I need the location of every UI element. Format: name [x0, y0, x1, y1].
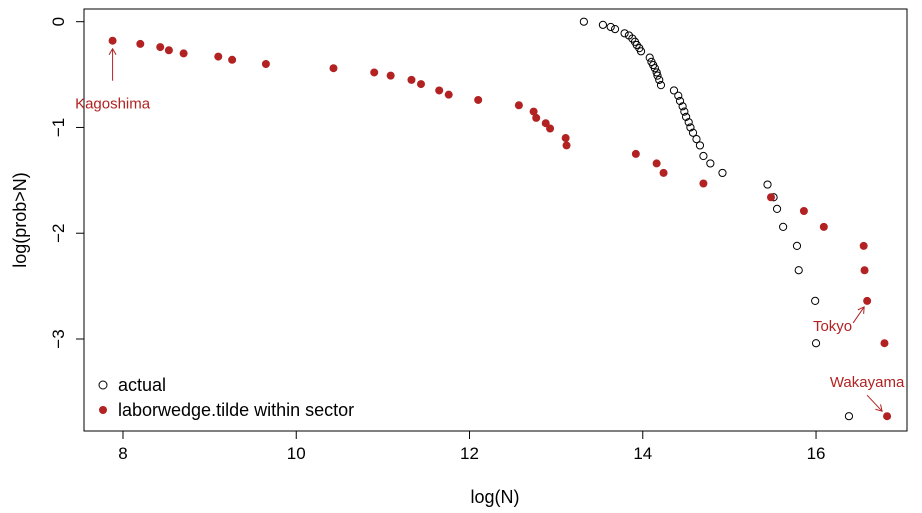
actual-point — [681, 112, 691, 121]
annotations: Kagoshima Tokyo Wakayama — [75, 47, 905, 412]
y-tick-label: −2 — [49, 224, 68, 243]
x-tick-label: 16 — [807, 444, 826, 463]
actual-point — [763, 180, 772, 189]
laborwedge-point — [652, 159, 661, 168]
laborwedge-point — [136, 39, 145, 48]
laborwedge-point — [529, 107, 538, 116]
laborwedge-point — [883, 412, 892, 421]
actual-point — [706, 159, 715, 168]
actual-point — [655, 75, 664, 84]
actual-point — [779, 222, 788, 231]
laborwedge-point — [416, 80, 425, 89]
actual-point — [686, 123, 695, 132]
legend: actual laborwedge.tilde within sector — [98, 375, 354, 420]
laborwedge-point — [799, 207, 808, 216]
actual-point — [718, 168, 727, 178]
x-tick-label: 8 — [118, 444, 127, 463]
y-tick-label: −1 — [49, 118, 68, 137]
y-axis-label: log(prob>N) — [10, 172, 30, 268]
actual-point — [579, 17, 588, 26]
laborwedge-point — [860, 266, 869, 275]
legend-marker-laborwedge — [99, 406, 107, 414]
actual-point — [844, 412, 854, 421]
actual-point — [653, 71, 662, 80]
x-tick-label: 12 — [460, 444, 479, 463]
laborwedge-point — [880, 339, 889, 348]
legend-label-laborwedge: laborwedge.tilde within sector — [118, 400, 354, 420]
x-tick-label: 10 — [287, 444, 306, 463]
laborwedge-point — [156, 43, 165, 52]
laborwedge-point — [370, 68, 379, 77]
actual-point — [674, 91, 683, 100]
laborwedge-point — [329, 64, 338, 73]
x-axis-label: log(N) — [470, 487, 519, 507]
actual-point — [794, 266, 803, 275]
actual-point — [684, 118, 693, 127]
laborwedge-point — [863, 296, 872, 305]
actual-point — [811, 339, 821, 348]
laborwedge-point — [532, 113, 541, 122]
actual-point — [610, 24, 620, 34]
actual-point — [636, 47, 646, 56]
x-axis: 8 10 12 14 16 — [118, 430, 826, 463]
laborwedge-point — [541, 119, 550, 128]
laborwedge-point — [631, 149, 640, 158]
laborwedge-point — [435, 86, 444, 95]
actual-point — [652, 68, 661, 77]
laborwedge-point — [659, 168, 668, 177]
legend-label-actual: actual — [118, 375, 166, 395]
annotation-tokyo-label: Tokyo — [813, 318, 852, 335]
laborwedge-point — [108, 36, 117, 45]
actual-point — [811, 296, 820, 306]
actual-point — [620, 29, 629, 38]
laborwedge-point — [699, 179, 708, 188]
actual-point — [678, 102, 687, 111]
x-tick-label: 14 — [633, 444, 652, 463]
annotation-wakayama-label: Wakayama — [830, 374, 905, 391]
actual-point — [650, 64, 660, 73]
legend-marker-actual — [98, 380, 108, 390]
laborwedge-point — [179, 49, 188, 58]
annotation-arrowhead — [875, 404, 883, 412]
actual-point — [680, 107, 689, 116]
y-axis: 0 −1 −2 −3 — [49, 17, 85, 349]
annotation-kagoshima-label: Kagoshima — [75, 96, 151, 113]
actual-point — [699, 151, 708, 161]
actual-point — [656, 81, 666, 90]
laborwedge-point — [562, 141, 571, 150]
data-points — [108, 17, 892, 421]
actual-point — [792, 241, 802, 251]
laborwedge-point — [164, 46, 173, 55]
annotation-arrowhead — [108, 47, 117, 55]
laborwedge-point — [766, 193, 775, 202]
actual-point — [675, 96, 685, 106]
y-tick-label: 0 — [49, 17, 68, 26]
actual-point — [598, 20, 608, 29]
actual-point — [669, 86, 679, 95]
annotation-wakayama-arrow — [866, 394, 883, 412]
laborwedge-point — [474, 95, 483, 104]
laborwedge-point — [546, 124, 555, 133]
plot-frame — [83, 8, 908, 432]
laborwedge-point — [407, 75, 416, 84]
laborwedge-point — [819, 222, 828, 231]
annotation-arrowhead — [857, 306, 865, 314]
actual-point — [695, 141, 705, 150]
laborwedge-point — [859, 241, 868, 250]
actual-point — [772, 204, 782, 213]
laborwedge-point — [386, 71, 395, 80]
y-tick-label: −3 — [49, 329, 68, 348]
actual-point — [645, 53, 654, 62]
laborwedge-point — [261, 59, 270, 68]
annotation-tokyo-arrow — [852, 306, 865, 324]
laborwedge-point — [561, 134, 570, 143]
actual-point — [692, 134, 701, 144]
laborwedge-point — [514, 101, 523, 110]
laborwedge-point — [228, 55, 237, 64]
laborwedge-point — [444, 90, 453, 99]
laborwedge-point — [214, 52, 223, 61]
actual-point — [606, 22, 615, 32]
actual-point — [688, 128, 698, 137]
